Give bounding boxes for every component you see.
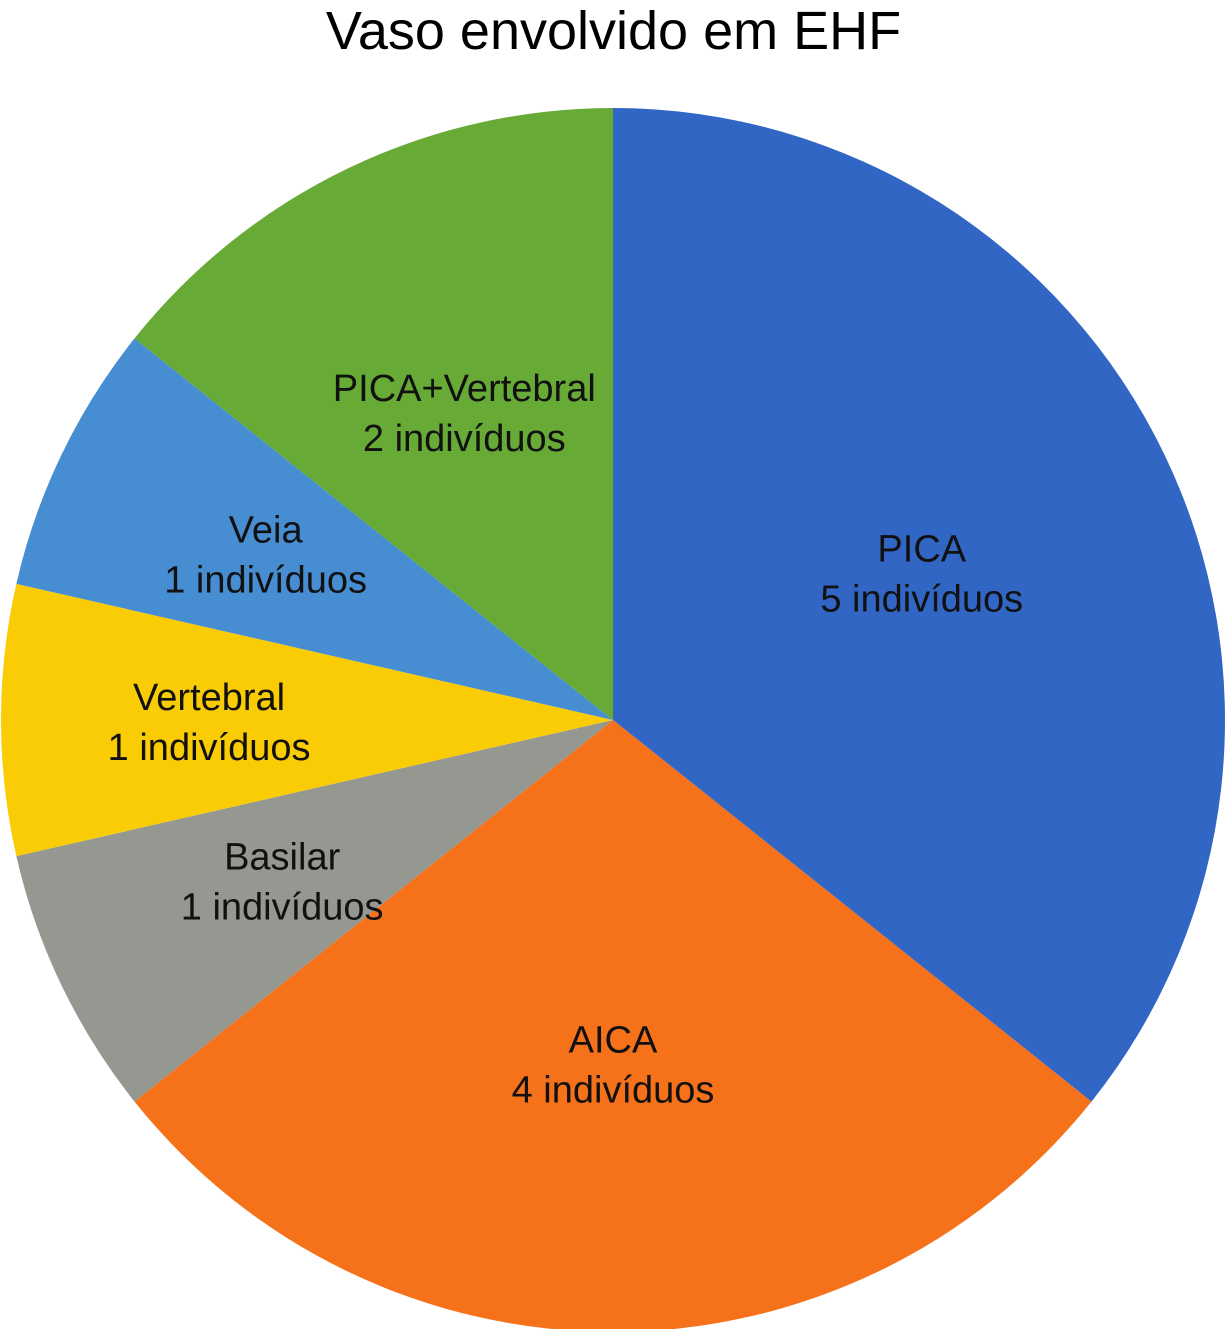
slice-label-value-pica-vertebral: 2 indivíduos [363,418,566,460]
chart-title: Vaso envolvido em EHF [325,1,902,61]
pie-slice-pica [613,108,1226,1102]
pie-slice-vertebral [0,583,613,857]
pie-slice-basilar [16,720,614,1102]
pie-slice-aica [134,720,1092,1329]
slice-label-name-vertebral: Vertebral [133,677,285,719]
slice-label-value-veia: 1 indivíduos [164,560,367,602]
pie-slice-veia [16,338,614,720]
slice-label-name-pica-vertebral: PICA+Vertebral [333,368,596,410]
pie-labels: PICA 5 indivíduos AICA 4 indivíduos Basilar 1… [108,368,1024,1112]
slice-label-value-pica: 5 indivíduos [820,578,1023,620]
slice-label-name-pica: PICA [877,528,966,570]
slice-label-name-aica: AICA [569,1020,658,1062]
slice-label-name-veia: Veia [229,510,304,552]
pie-slices [0,108,1226,1329]
slice-label-name-basilar: Basilar [224,836,340,878]
slice-label-value-basilar: 1 indivíduos [181,886,384,928]
slice-label-value-aica: 4 indivíduos [512,1070,715,1112]
pie-slice-pica-vertebral [134,108,613,720]
slice-label-value-vertebral: 1 indivíduos [108,727,311,769]
